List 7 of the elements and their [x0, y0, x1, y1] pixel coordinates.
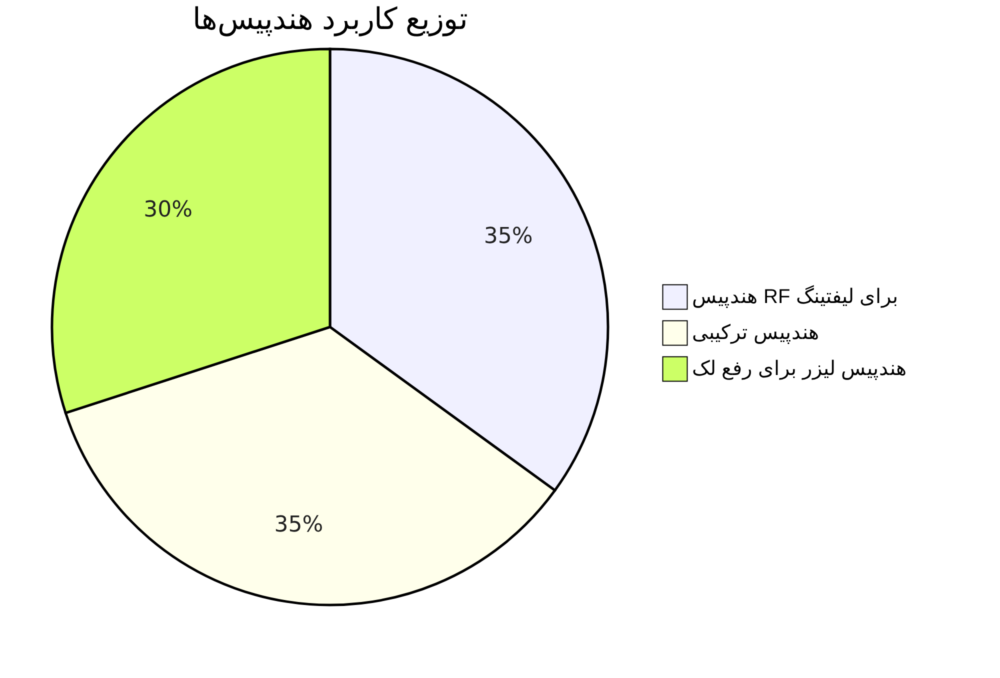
chart-title: توزیع کاربرد هندپیس‌ها — [192, 3, 468, 37]
legend-label: هندپیس لیزر برای رفع لک — [692, 358, 908, 380]
data-label: 35% — [484, 224, 533, 250]
data-label: 30% — [144, 197, 193, 222]
legend-label: هندپیس RF برای لیفتینگ — [692, 285, 898, 308]
data-label: 35% — [274, 512, 324, 538]
legend-label: هندپیس ترکیبی — [692, 322, 820, 344]
